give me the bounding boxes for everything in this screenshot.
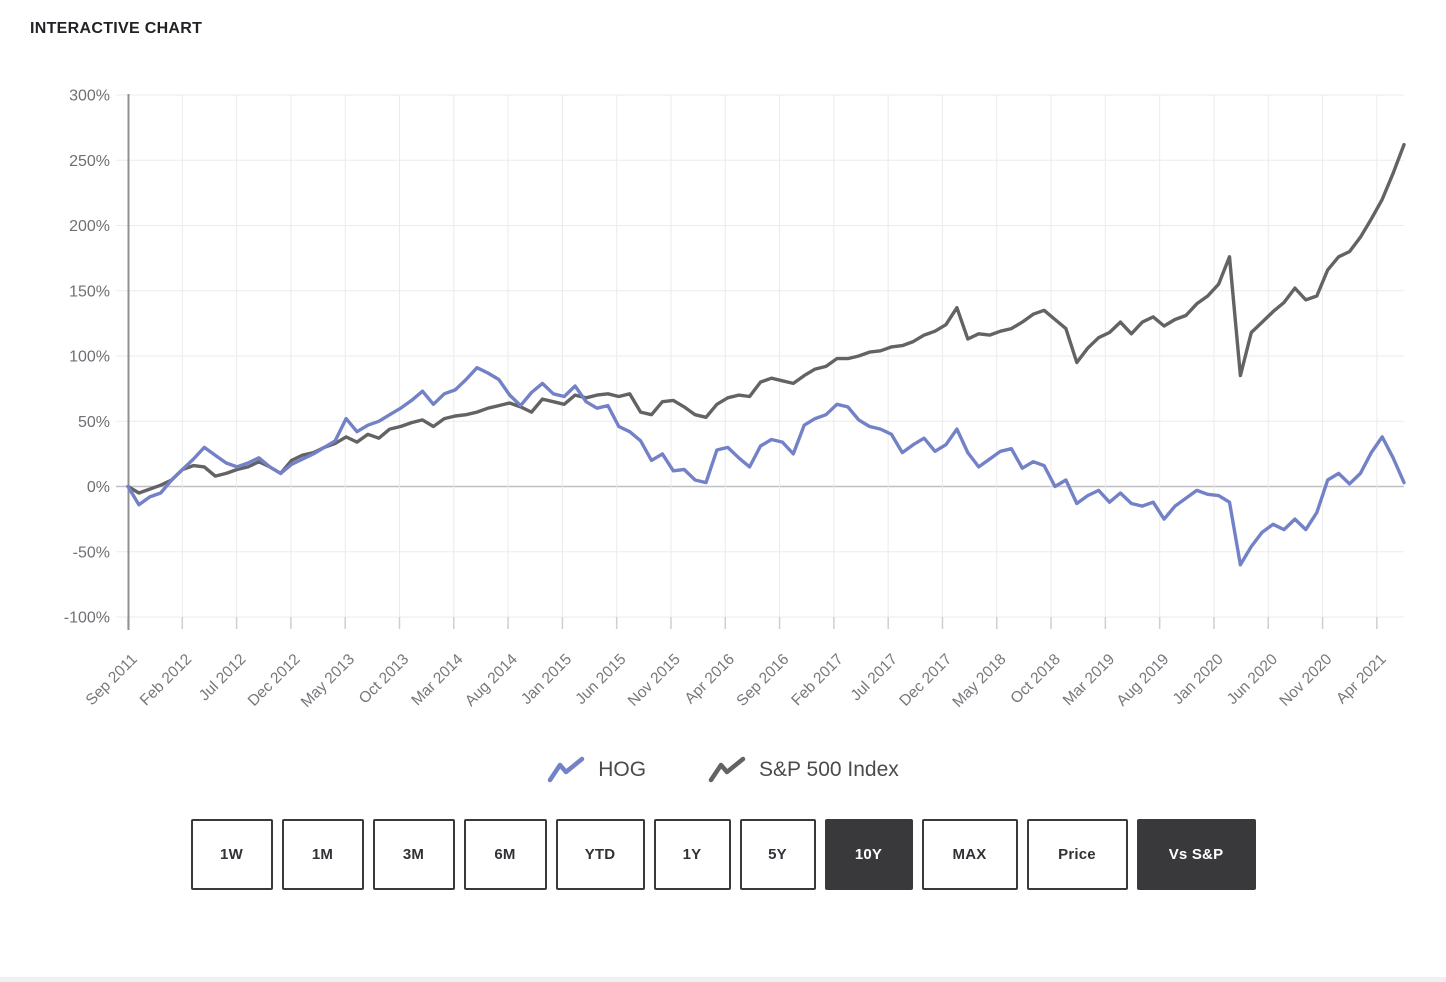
x-axis-label: Jan 2020 [1170, 651, 1227, 708]
legend-label-sp500: S&P 500 Index [759, 758, 899, 781]
x-axis-label: Jan 2015 [518, 651, 575, 708]
x-axis-label: Sep 2016 [733, 651, 792, 710]
x-axis-label: May 2013 [298, 651, 358, 711]
x-axis-label: Dec 2012 [245, 651, 304, 710]
range-button-ytd[interactable]: YTD [555, 819, 645, 890]
range-button-max[interactable]: MAX [921, 819, 1018, 890]
range-button-1m[interactable]: 1M [281, 819, 364, 890]
bottom-divider [0, 977, 1446, 982]
x-axis-label: Apr 2016 [682, 651, 739, 708]
range-button-1y[interactable]: 1Y [653, 819, 731, 890]
range-toolbar: 1W 1M 3M 6M YTD 1Y 5Y 10Y MAX Price Vs S&P [0, 819, 1446, 890]
y-axis-label: 50% [78, 414, 110, 431]
chart-legend: HOG S&P 500 Index [0, 748, 1446, 792]
x-axis-label: Jun 2015 [572, 651, 629, 708]
y-axis-label: 150% [69, 283, 110, 300]
range-button-10y[interactable]: 10Y [824, 819, 913, 890]
x-axis-label: Aug 2014 [462, 651, 521, 710]
page-title: INTERACTIVE CHART [30, 20, 203, 37]
y-axis-label: 250% [69, 153, 110, 170]
performance-line-chart[interactable]: 300% 250% 200% 150% 100% 50% 0% -50% -100% Sep 20… [0, 0, 1446, 745]
x-axis-label: Oct 2013 [356, 651, 413, 708]
x-axis-label: Jun 2020 [1224, 651, 1281, 708]
range-button-price[interactable]: Price [1026, 819, 1128, 890]
range-button-5y[interactable]: 5Y [739, 819, 816, 890]
x-axis-label: Feb 2017 [788, 651, 846, 709]
x-axis-label: Aug 2019 [1114, 651, 1173, 710]
sp500-series-line [126, 142, 1406, 495]
x-axis-label: Dec 2017 [896, 651, 955, 710]
sp500-trend-line-icon [708, 756, 746, 783]
x-axis-label: Oct 2018 [1007, 651, 1064, 708]
x-axis-label: May 2018 [949, 651, 1009, 711]
y-axis-label: 100% [69, 349, 110, 366]
x-axis-label: Nov 2020 [1276, 651, 1335, 710]
x-axis-label: Nov 2015 [625, 651, 684, 710]
x-axis-label: Apr 2021 [1333, 651, 1390, 708]
y-axis-label: 300% [69, 88, 110, 105]
x-axis-label: Jul 2017 [848, 651, 901, 704]
legend-item-sp500[interactable]: S&P 500 Index [708, 756, 899, 784]
y-axis-label: -100% [64, 610, 110, 627]
range-button-vssp[interactable]: Vs S&P [1136, 819, 1256, 890]
hog-trend-line-icon [547, 756, 585, 783]
x-axis-label: Mar 2014 [408, 651, 467, 710]
y-axis-label: -50% [73, 544, 110, 561]
legend-item-hog[interactable]: HOG [547, 756, 646, 784]
x-axis-label: Sep 2011 [83, 651, 141, 709]
y-axis-label: 0% [87, 479, 110, 496]
x-axis-label: Mar 2019 [1060, 651, 1118, 709]
x-axis-label: Feb 2012 [137, 651, 195, 709]
hog-series-line [126, 366, 1406, 567]
range-button-3m[interactable]: 3M [372, 819, 455, 890]
x-axis-label: Jul 2012 [196, 651, 249, 704]
legend-label-hog: HOG [598, 758, 647, 781]
y-axis-label: 200% [69, 218, 110, 235]
range-button-1w[interactable]: 1W [190, 819, 273, 890]
range-button-6m[interactable]: 6M [463, 819, 547, 890]
